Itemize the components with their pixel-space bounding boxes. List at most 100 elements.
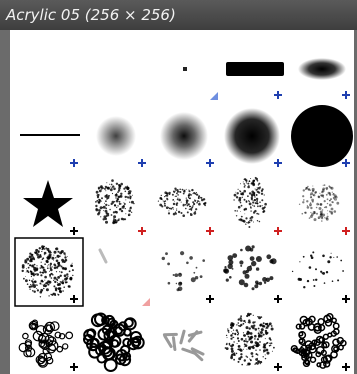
speck — [181, 188, 184, 191]
speck — [50, 272, 53, 275]
speck — [106, 198, 108, 200]
speck — [251, 287, 255, 291]
speck — [321, 209, 324, 211]
cell — [56, 345, 64, 353]
speck — [40, 261, 42, 263]
cell — [24, 341, 32, 349]
speck — [255, 353, 258, 356]
speck — [178, 198, 181, 202]
speck — [50, 268, 53, 272]
speck — [58, 256, 60, 258]
speck — [45, 247, 47, 249]
speck — [52, 292, 55, 295]
speck — [240, 323, 243, 327]
speck — [260, 192, 264, 195]
brush-soft[interactable] — [224, 108, 280, 164]
speck — [64, 254, 66, 256]
plus-marker — [70, 295, 78, 303]
speck — [53, 263, 56, 266]
brush-soft[interactable] — [96, 116, 136, 156]
speck — [231, 322, 235, 326]
speck — [246, 314, 249, 318]
speck — [240, 319, 243, 322]
brush-hard[interactable] — [291, 105, 353, 167]
speck — [191, 188, 194, 192]
speck — [236, 192, 239, 195]
speck — [108, 197, 110, 199]
speck — [37, 250, 40, 253]
speck — [103, 210, 105, 212]
speck — [299, 261, 301, 263]
speck — [315, 206, 318, 209]
brush-faint[interactable] — [98, 248, 108, 264]
speck — [165, 252, 168, 256]
speck — [258, 316, 262, 320]
speck — [313, 218, 317, 222]
speck — [319, 213, 323, 217]
speck — [269, 342, 271, 345]
speck — [109, 188, 113, 192]
speck — [111, 200, 115, 204]
selected-brush[interactable] — [14, 237, 84, 307]
speck — [305, 186, 309, 190]
cell — [309, 356, 317, 363]
speck — [320, 270, 323, 273]
speck — [53, 285, 56, 288]
speck — [102, 218, 105, 221]
brush-rect[interactable] — [226, 62, 284, 76]
speck — [185, 188, 187, 190]
plus-marker — [274, 159, 282, 167]
speck — [177, 197, 179, 199]
speck — [253, 194, 256, 197]
cell — [298, 323, 306, 330]
speck — [240, 337, 244, 341]
speck — [25, 276, 26, 277]
cell — [298, 338, 304, 344]
speck — [199, 275, 203, 278]
speck — [243, 183, 245, 185]
speck — [234, 210, 236, 212]
brush-grid — [10, 30, 354, 374]
cell — [126, 337, 140, 351]
speck — [204, 201, 207, 205]
speck — [255, 194, 258, 196]
speck — [306, 205, 308, 207]
speck — [125, 213, 127, 215]
speck — [256, 363, 259, 365]
speck — [259, 341, 261, 343]
speck — [230, 337, 233, 340]
speck — [238, 348, 240, 349]
speck — [32, 278, 34, 280]
speck — [118, 196, 120, 198]
speck — [298, 203, 301, 205]
brush-soft[interactable] — [160, 112, 208, 160]
speck — [106, 186, 110, 190]
brush-ellipse[interactable] — [298, 58, 346, 80]
speck — [312, 185, 314, 187]
speck — [167, 281, 171, 285]
cell — [316, 362, 322, 368]
speck — [249, 359, 252, 361]
speck — [264, 354, 266, 356]
speck — [195, 266, 198, 269]
speck — [306, 200, 309, 203]
cell — [31, 322, 38, 330]
markers — [70, 91, 350, 371]
speck — [188, 189, 190, 191]
speck — [240, 315, 243, 318]
speck — [186, 211, 189, 214]
speck — [254, 196, 256, 198]
brush-dot[interactable] — [183, 67, 187, 71]
speck — [244, 184, 246, 187]
speck — [238, 198, 240, 200]
speck — [176, 190, 179, 193]
brush-star[interactable] — [23, 180, 73, 227]
speck — [310, 206, 313, 210]
cell — [330, 350, 338, 359]
speck — [248, 192, 252, 195]
speck — [168, 191, 171, 195]
speck — [238, 357, 242, 361]
speck — [54, 294, 57, 296]
speck — [23, 277, 25, 280]
speck — [27, 266, 30, 269]
